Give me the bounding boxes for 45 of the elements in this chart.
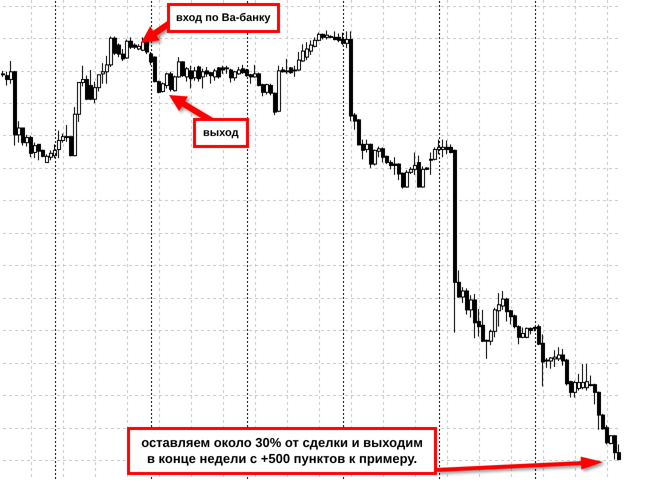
candlestick	[29, 135, 33, 158]
candlestick	[213, 68, 217, 82]
candlestick	[325, 30, 329, 40]
candlestick	[229, 68, 233, 83]
candlestick	[333, 30, 337, 41]
candlestick	[209, 71, 213, 84]
candlestick	[581, 364, 585, 390]
candlestick	[417, 155, 421, 188]
candlestick	[181, 60, 185, 78]
candlestick	[277, 65, 281, 113]
candlestick	[189, 65, 193, 90]
candlestick	[241, 64, 245, 74]
candlestick	[305, 42, 309, 61]
candlestick	[169, 71, 173, 92]
candlestick	[553, 350, 557, 368]
candlestick	[337, 33, 341, 43]
callout-box: вход по Ва-банку	[167, 3, 280, 33]
candlestick	[473, 293, 477, 339]
candlestick	[529, 326, 533, 335]
candlestick	[405, 170, 409, 188]
candlestick	[381, 146, 385, 163]
candlestick	[221, 65, 225, 74]
candlestick	[89, 70, 93, 101]
candlestick	[465, 288, 469, 316]
candlestick	[165, 72, 169, 90]
candlestick	[45, 154, 49, 163]
candlestick	[201, 68, 205, 90]
candlestick	[613, 434, 617, 460]
candlestick	[285, 58, 289, 74]
candlestick	[265, 83, 269, 96]
callout-box: оставляем около 30% от сделки и выходим в конце недели с +500 пунктов к примеру.	[127, 427, 437, 475]
candlestick	[321, 33, 325, 40]
candlestick	[525, 326, 529, 339]
candlestick	[125, 39, 129, 60]
candlestick	[217, 66, 221, 80]
candlestick	[369, 143, 373, 169]
candlestick	[329, 34, 333, 39]
annotation: оставляем около 30% от сделки и выходим в конце недели с +500 пунктов к примеру.	[141, 435, 423, 466]
candlestick	[37, 144, 41, 161]
callout-box: выход	[193, 118, 249, 148]
candlestick	[585, 364, 589, 392]
candlestick	[233, 70, 237, 82]
candlestick	[445, 140, 449, 155]
candlestick	[141, 36, 145, 52]
annotation: выход	[203, 127, 239, 139]
